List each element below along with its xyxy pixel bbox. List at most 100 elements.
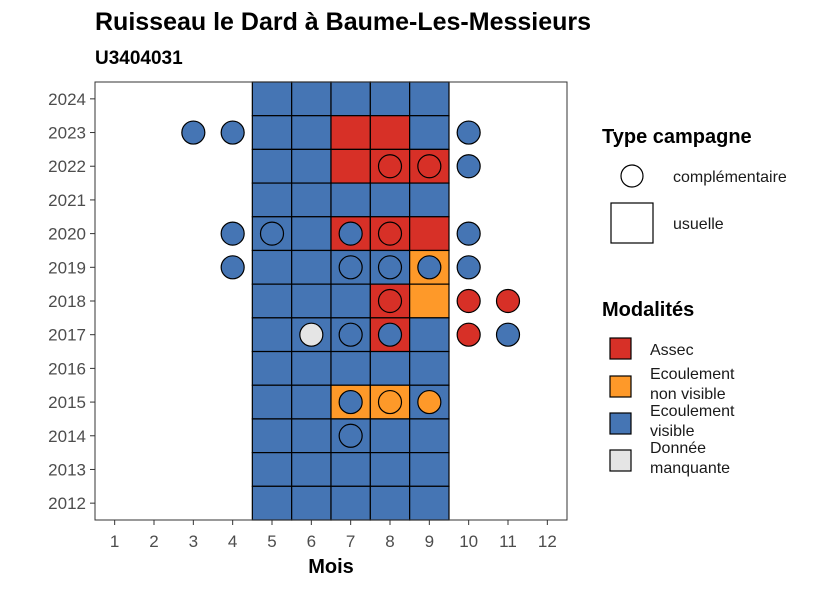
tile-2018-5 — [251, 283, 293, 319]
legend-modalite-label: visible — [650, 423, 695, 440]
tile-2021-8 — [369, 182, 411, 218]
legend-type-title: Type campagne — [602, 126, 752, 148]
point-2020-7 — [338, 221, 363, 246]
tile-2013-7 — [330, 452, 371, 487]
y-tick-label: 2024 — [48, 90, 86, 109]
legend-square-key — [610, 202, 654, 244]
point-2017-10 — [456, 322, 481, 347]
x-tick-label: 8 — [385, 532, 394, 551]
point-2020-10 — [456, 221, 481, 246]
point-2017-7 — [338, 322, 363, 347]
points-layer — [181, 120, 521, 448]
tile-2016-7 — [330, 350, 371, 386]
tile-2012-7 — [330, 485, 371, 521]
point-2015-7 — [338, 389, 363, 415]
y-tick-label: 2012 — [48, 494, 86, 513]
point-2023-10 — [456, 120, 481, 145]
legend-swatch-3 — [609, 449, 632, 472]
y-tick-label: 2017 — [48, 326, 86, 345]
legend-circle-key — [620, 164, 644, 188]
point-2020-4 — [220, 221, 245, 246]
point-2017-6 — [299, 322, 324, 347]
x-axis-title: Mois — [308, 556, 354, 578]
tile-2022-7 — [330, 148, 371, 184]
y-tick-label: 2014 — [48, 427, 86, 446]
tile-2017-5 — [251, 317, 293, 353]
point-2019-7 — [338, 255, 363, 280]
y-tick-label: 2016 — [48, 359, 86, 378]
tile-2012-5 — [251, 485, 293, 521]
legend-modalite-label: Ecoulement — [650, 366, 735, 383]
x-tick-label: 4 — [228, 532, 237, 551]
tile-2012-6 — [291, 485, 332, 521]
y-tick-label: 2023 — [48, 124, 86, 143]
chart-subtitle: U3404031 — [95, 48, 183, 69]
point-2018-8 — [377, 288, 403, 314]
tile-2023-6 — [291, 115, 332, 150]
legend-modalite-label: Donnée — [650, 440, 706, 457]
tile-2021-9 — [409, 182, 450, 218]
tile-2015-6 — [291, 384, 332, 420]
tile-2019-6 — [291, 249, 332, 285]
tile-2013-9 — [409, 452, 450, 487]
legend-type-campagne: Type campagne complémentaire usuelle — [602, 126, 787, 244]
legend-modalites-title: Modalités — [602, 299, 694, 321]
tiles-layer — [251, 81, 450, 521]
legend-modalite-label: manquante — [650, 460, 730, 477]
tile-2015-5 — [251, 384, 293, 420]
point-2014-7 — [338, 423, 363, 448]
x-tick-label: 11 — [499, 532, 517, 551]
x-tick-label: 7 — [346, 532, 355, 551]
tile-2022-5 — [251, 148, 293, 184]
tile-2016-5 — [251, 350, 293, 386]
legend-swatch-1 — [609, 375, 632, 398]
tile-2013-6 — [291, 452, 332, 487]
y-tick-label: 2015 — [48, 393, 86, 412]
legend-type-label-complementaire: complémentaire — [673, 169, 787, 186]
tile-2018-9 — [409, 283, 450, 319]
x-tick-label: 1 — [110, 532, 119, 551]
tile-2024-6 — [291, 81, 332, 117]
x-tick-label: 2 — [149, 532, 158, 551]
x-axis: 1 2 3 4 5 6 7 8 9 10 11 12 — [110, 520, 557, 551]
point-2020-8 — [377, 221, 403, 246]
point-2019-8 — [377, 255, 403, 280]
point-2019-4 — [220, 255, 245, 280]
tile-2024-7 — [330, 81, 371, 117]
legend-swatch-2 — [609, 412, 632, 435]
point-2020-5 — [259, 221, 285, 246]
tile-2021-7 — [330, 182, 371, 218]
tile-2024-5 — [251, 81, 293, 117]
tile-2024-8 — [369, 81, 411, 117]
tile-2023-5 — [251, 115, 293, 150]
tile-2024-9 — [409, 81, 450, 117]
y-axis: 2012 2013 2014 2015 2016 2017 2018 2019 2020 2021… — [48, 90, 95, 513]
y-tick-label: 2019 — [48, 258, 86, 277]
point-2018-10 — [456, 288, 481, 314]
tile-2023-7 — [330, 115, 371, 150]
tile-2014-9 — [409, 418, 450, 454]
tile-2016-6 — [291, 350, 332, 386]
tile-2014-5 — [251, 418, 293, 454]
tile-2021-6 — [291, 182, 332, 218]
tile-2014-8 — [369, 418, 411, 454]
tile-2022-6 — [291, 148, 332, 184]
point-2022-8 — [377, 154, 403, 179]
tile-2023-8 — [369, 115, 411, 150]
legend-modalite-label: Assec — [650, 342, 694, 359]
point-2023-3 — [181, 120, 206, 145]
point-2023-4 — [220, 120, 245, 145]
tile-2016-9 — [409, 350, 450, 386]
point-2015-8 — [377, 389, 403, 415]
x-tick-label: 3 — [189, 532, 198, 551]
x-tick-label: 12 — [538, 532, 557, 551]
y-tick-label: 2018 — [48, 292, 86, 311]
y-tick-label: 2013 — [48, 460, 86, 479]
legend-swatch-0 — [609, 337, 632, 360]
point-2019-9 — [417, 255, 442, 280]
x-tick-label: 10 — [459, 532, 478, 551]
y-tick-label: 2022 — [48, 157, 86, 176]
x-tick-label: 9 — [425, 532, 434, 551]
